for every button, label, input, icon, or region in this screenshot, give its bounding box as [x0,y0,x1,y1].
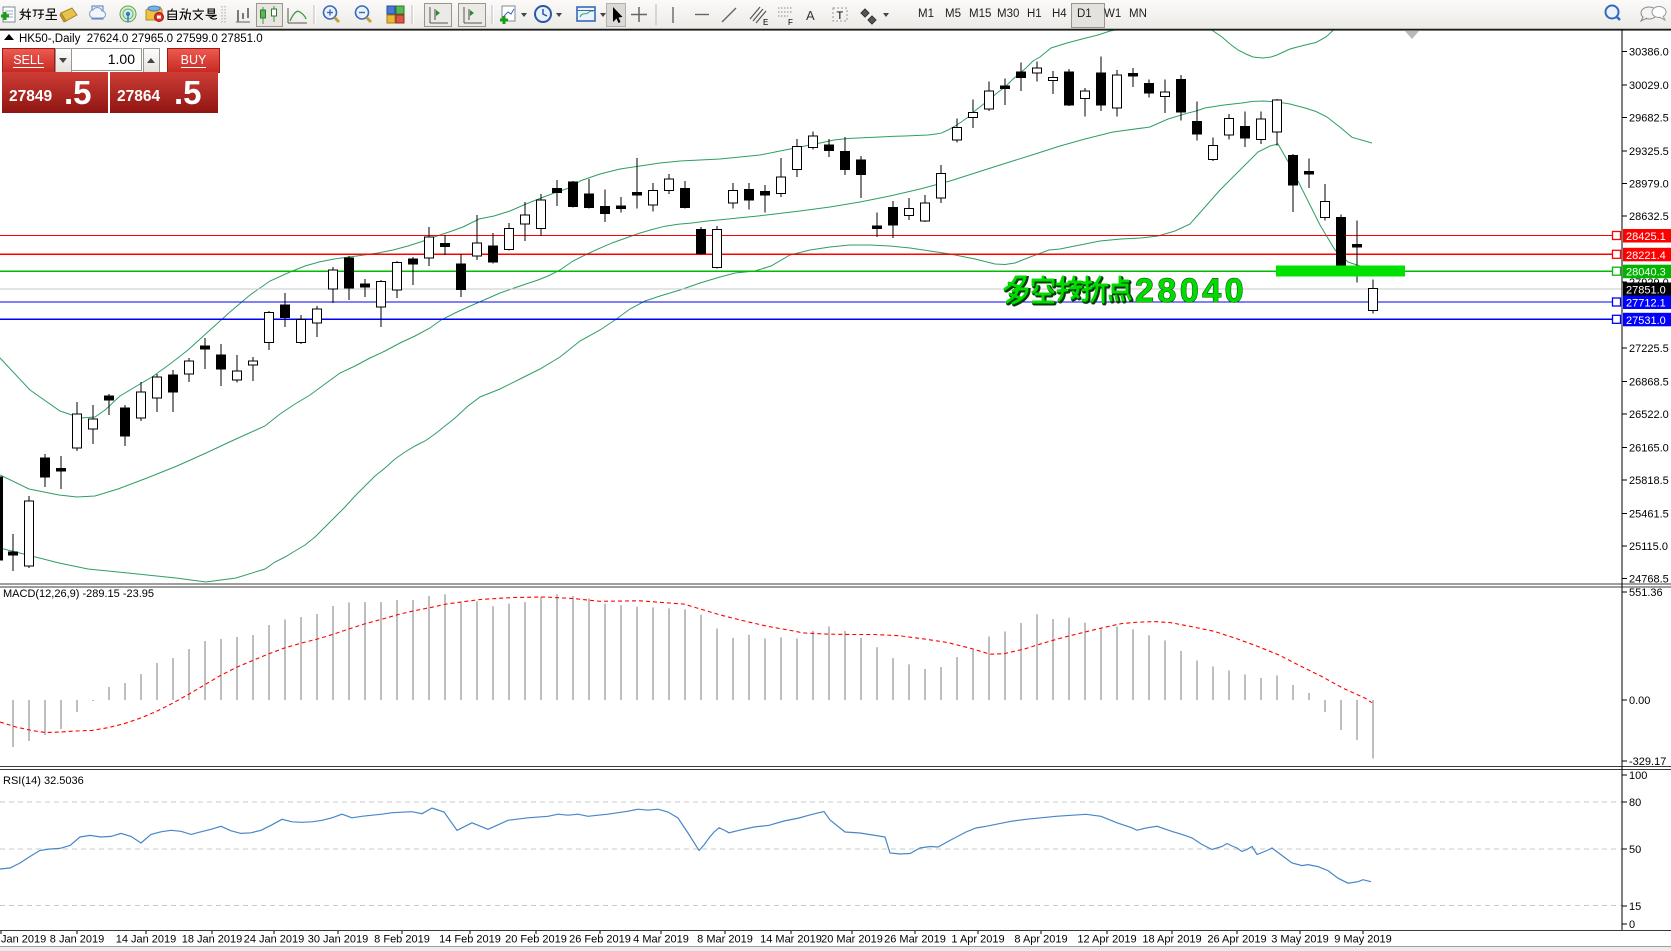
svg-text:26 Apr 2019: 26 Apr 2019 [1207,934,1266,946]
svg-text:28425.1: 28425.1 [1626,231,1666,243]
svg-text:15: 15 [1629,901,1641,913]
svg-text:26 Feb 2019: 26 Feb 2019 [569,934,631,946]
svg-text:8 Apr 2019: 8 Apr 2019 [1014,934,1067,946]
svg-text:HK50-,Daily 27624.0 27965.0 2: HK50-,Daily 27624.0 27965.0 27599.0 2785… [19,33,263,45]
svg-text:551.36: 551.36 [1629,587,1663,599]
svg-text:29325.5: 29325.5 [1629,146,1669,158]
svg-text:80: 80 [1629,797,1641,809]
svg-text:14 Jan 2019: 14 Jan 2019 [116,934,177,946]
svg-text:0: 0 [1629,919,1635,931]
svg-text:27851.0: 27851.0 [1626,285,1666,297]
svg-text:14 Mar 2019: 14 Mar 2019 [760,934,822,946]
svg-text:24 Jan 2019: 24 Jan 2019 [244,934,305,946]
svg-text:9 May 2019: 9 May 2019 [1334,934,1391,946]
svg-text:100: 100 [1629,770,1647,782]
svg-text:26868.5: 26868.5 [1629,377,1669,389]
svg-text:28040: 28040 [1135,272,1247,310]
svg-text:F: F [788,18,793,27]
svg-text:RSI(14) 32.5036: RSI(14) 32.5036 [3,775,84,787]
svg-text:1 Apr 2019: 1 Apr 2019 [951,934,1004,946]
svg-text:50: 50 [1629,844,1641,856]
svg-text:28040.3: 28040.3 [1626,267,1666,279]
svg-text:30 Jan 2019: 30 Jan 2019 [308,934,369,946]
svg-text:28221.4: 28221.4 [1626,250,1666,262]
svg-text:20 Mar 2019: 20 Mar 2019 [821,934,883,946]
svg-text:8 Jan 2019: 8 Jan 2019 [50,934,104,946]
svg-text:3 May 2019: 3 May 2019 [1271,934,1328,946]
svg-text:14 Feb 2019: 14 Feb 2019 [439,934,501,946]
svg-text:30386.0: 30386.0 [1629,47,1669,59]
svg-text:26522.0: 26522.0 [1629,409,1669,421]
svg-text:27712.1: 27712.1 [1626,298,1666,310]
svg-text:0.00: 0.00 [1629,695,1650,707]
svg-text:A: A [806,8,815,23]
svg-text:20 Feb 2019: 20 Feb 2019 [505,934,567,946]
svg-text:26165.0: 26165.0 [1629,443,1669,455]
svg-text:18 Apr 2019: 18 Apr 2019 [1142,934,1201,946]
svg-text:27225.5: 27225.5 [1629,343,1669,355]
svg-text:27531.0: 27531.0 [1626,315,1666,327]
svg-text:29682.5: 29682.5 [1629,113,1669,125]
svg-text:26 Mar 2019: 26 Mar 2019 [884,934,946,946]
svg-text:Jan 2019: Jan 2019 [1,934,46,946]
svg-text:12 Apr 2019: 12 Apr 2019 [1077,934,1136,946]
svg-text:MACD(12,26,9) -289.15 -23.95: MACD(12,26,9) -289.15 -23.95 [3,588,154,600]
svg-text:28632.5: 28632.5 [1629,211,1669,223]
svg-text:8 Feb 2019: 8 Feb 2019 [374,934,430,946]
svg-text:25818.5: 25818.5 [1629,475,1669,487]
svg-text:18 Jan 2019: 18 Jan 2019 [182,934,243,946]
svg-text:-329.17: -329.17 [1629,756,1666,768]
svg-text:E: E [763,18,768,27]
svg-text:8 Mar 2019: 8 Mar 2019 [697,934,753,946]
svg-text:30029.0: 30029.0 [1629,80,1669,92]
svg-text:24768.5: 24768.5 [1629,574,1669,586]
svg-text:4 Mar 2019: 4 Mar 2019 [633,934,689,946]
svg-text:28979.0: 28979.0 [1629,179,1669,191]
svg-text:T: T [837,10,844,22]
svg-text:25115.0: 25115.0 [1629,541,1668,553]
svg-text:25461.5: 25461.5 [1629,509,1669,521]
